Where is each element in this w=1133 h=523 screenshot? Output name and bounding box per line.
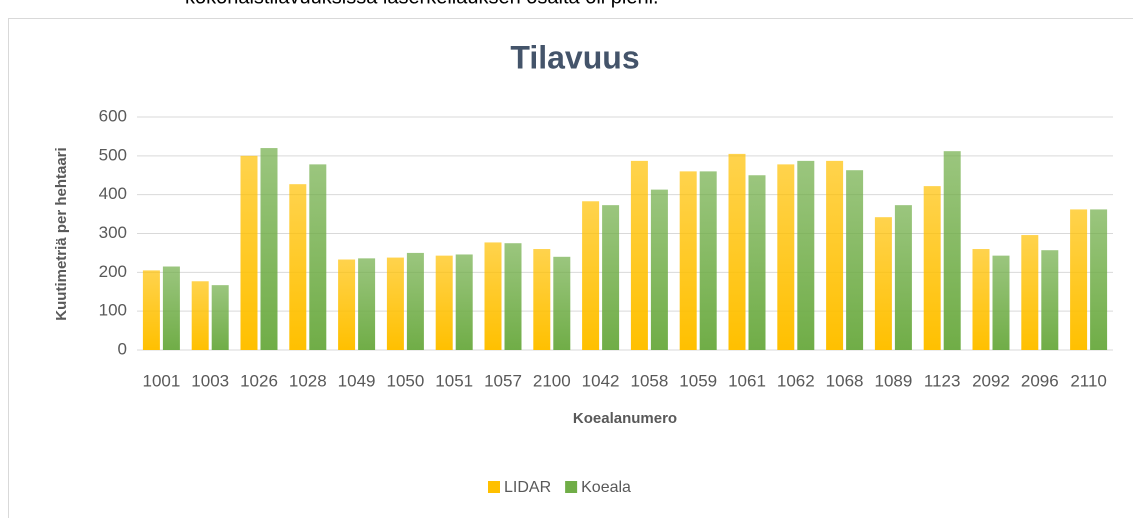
x-tick-label: 1028: [289, 371, 327, 390]
bar: [143, 270, 160, 350]
legend-swatch: [565, 481, 577, 493]
y-tick-label: 200: [99, 262, 127, 281]
x-tick-label: 1089: [874, 371, 912, 390]
bar: [338, 260, 355, 350]
bar: [553, 257, 570, 350]
bar: [895, 205, 912, 350]
y-tick-label: 100: [99, 301, 127, 320]
bar: [485, 242, 502, 350]
bar: [407, 253, 424, 350]
bar: [212, 285, 229, 350]
bar: [797, 161, 814, 350]
x-tick-label: 1051: [435, 371, 473, 390]
x-tick-label: 1050: [386, 371, 424, 390]
bar: [1090, 209, 1107, 350]
x-tick-label: 2092: [972, 371, 1010, 390]
bar: [582, 201, 599, 350]
bar: [309, 164, 326, 350]
bar: [1041, 250, 1058, 350]
bar: [533, 249, 550, 350]
x-tick-label: 1058: [630, 371, 668, 390]
bar: [436, 256, 453, 350]
bar: [651, 190, 668, 350]
bar: [973, 249, 990, 350]
x-tick-label: 1059: [679, 371, 717, 390]
bar: [456, 254, 473, 350]
bar: [777, 164, 794, 350]
x-tick-label: 1057: [484, 371, 522, 390]
bar: [505, 243, 522, 350]
y-axis-label: Kuutimetriä per hehtaari: [53, 147, 70, 320]
x-tick-label: 1049: [338, 371, 376, 390]
bar: [631, 161, 648, 350]
chart-title: Tilavuus: [510, 39, 639, 75]
bar: [846, 170, 863, 350]
y-tick-label: 400: [99, 184, 127, 203]
bar: [826, 161, 843, 350]
legend-label: Koeala: [581, 479, 631, 496]
bar: [289, 184, 306, 350]
x-tick-label: 1061: [728, 371, 766, 390]
bar: [358, 258, 375, 350]
bar: [602, 205, 619, 350]
legend-swatch: [488, 481, 500, 493]
bar: [1070, 209, 1087, 350]
bar: [192, 281, 209, 350]
x-tick-label: 1026: [240, 371, 278, 390]
y-tick-label: 600: [99, 106, 127, 125]
x-tick-label: 1042: [582, 371, 620, 390]
x-tick-label: 2100: [533, 371, 571, 390]
bar: [749, 175, 766, 350]
bar: [875, 217, 892, 350]
bar: [387, 258, 404, 350]
bar: [241, 156, 258, 350]
bar: [1021, 235, 1038, 350]
y-tick-label: 0: [118, 339, 127, 358]
bar: [700, 171, 717, 350]
page-text: kokonaistilavuuksissa laserkeilauksen os…: [185, 0, 659, 8]
bar: [261, 148, 278, 350]
x-axis-label: Koealanumero: [573, 410, 677, 427]
legend-label: LIDAR: [504, 479, 551, 496]
bar: [993, 256, 1010, 350]
y-tick-label: 300: [99, 223, 127, 242]
bar: [729, 154, 746, 350]
bar: [944, 151, 961, 350]
bar: [924, 186, 941, 350]
x-tick-label: 1003: [191, 371, 229, 390]
bar: [163, 267, 180, 350]
bar: [680, 171, 697, 350]
x-tick-label: 1062: [777, 371, 815, 390]
x-tick-label: 1001: [142, 371, 180, 390]
x-tick-label: 2096: [1021, 371, 1059, 390]
y-tick-label: 500: [99, 145, 127, 164]
x-tick-label: 2110: [1070, 371, 1107, 390]
x-tick-label: 1068: [826, 371, 864, 390]
x-tick-label: 1123: [924, 371, 961, 390]
